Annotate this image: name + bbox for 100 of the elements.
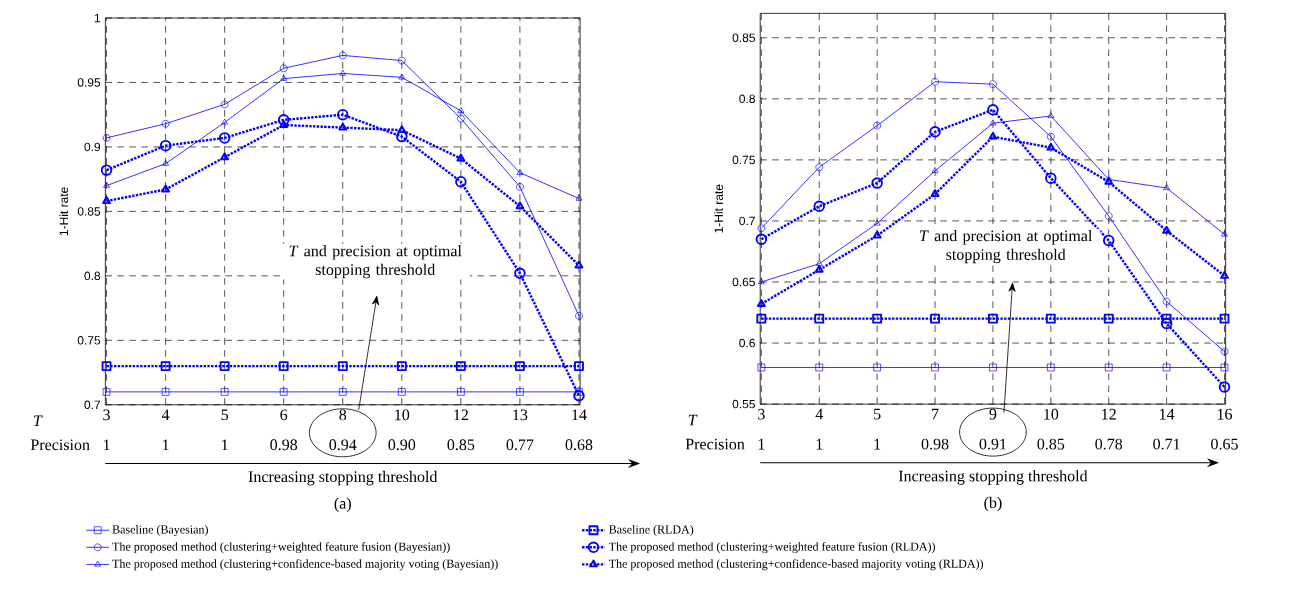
point xyxy=(279,64,288,72)
point xyxy=(813,200,825,212)
point xyxy=(757,363,766,372)
x-tick-label: 8 xyxy=(339,409,347,421)
point xyxy=(871,177,883,189)
y-tick-label: 0.6 xyxy=(739,338,755,348)
point xyxy=(815,259,823,266)
point xyxy=(516,387,524,396)
point xyxy=(278,360,289,371)
point xyxy=(516,182,524,191)
point xyxy=(456,153,466,162)
x-tick-label: 10 xyxy=(395,409,410,421)
point xyxy=(1161,313,1172,324)
point xyxy=(218,131,231,144)
y-tick-label: 1 xyxy=(94,13,101,22)
point xyxy=(100,164,113,176)
point xyxy=(455,360,466,371)
point xyxy=(277,113,290,126)
point xyxy=(515,201,525,209)
point xyxy=(338,51,347,59)
point xyxy=(575,311,583,320)
point xyxy=(102,387,111,396)
point xyxy=(516,168,524,175)
point xyxy=(1160,317,1173,330)
point xyxy=(1047,111,1055,118)
y-tick-label: 0.65 xyxy=(732,277,755,287)
text: 0.77 xyxy=(506,439,534,450)
y-tick-label: 0.75 xyxy=(732,155,755,164)
point xyxy=(160,360,171,371)
point xyxy=(161,119,170,128)
point xyxy=(575,194,583,201)
x-tick-label: 10 xyxy=(1044,408,1059,420)
legend-label: The proposed method (clustering+confidence-based majority voting (RLDA)) xyxy=(608,558,983,570)
point xyxy=(102,195,111,204)
point xyxy=(1105,175,1113,182)
point xyxy=(989,80,997,88)
point xyxy=(755,233,768,245)
x-tick-label: 5 xyxy=(221,409,229,420)
point xyxy=(219,360,230,371)
legend-label: Baseline (Bayesian) xyxy=(112,524,208,536)
point xyxy=(280,74,288,81)
point xyxy=(457,106,465,113)
x-tick-label: 12 xyxy=(454,409,468,420)
x-tick-label: 4 xyxy=(161,409,170,420)
text: 1 xyxy=(816,438,823,450)
x-tick-label: 4 xyxy=(815,408,824,420)
point xyxy=(815,163,824,171)
point xyxy=(338,387,347,396)
point xyxy=(1104,363,1113,372)
x-tick-label: 9 xyxy=(989,408,997,420)
point xyxy=(931,363,939,372)
point xyxy=(514,267,526,279)
x-tick-label: 3 xyxy=(758,408,765,420)
point xyxy=(1221,230,1228,237)
point xyxy=(162,159,169,166)
x-tick-label: 13 xyxy=(513,409,528,420)
point xyxy=(514,360,525,371)
legend-label: The proposed method (clustering+confidence-based majority voting (Bayesian)) xyxy=(112,558,498,570)
legend-label: The proposed method (clustering+weighted feature fusion (Bayesian)) xyxy=(112,541,450,553)
y-tick-label: 0.8 xyxy=(84,271,101,280)
point xyxy=(815,363,824,372)
text: Precision xyxy=(685,438,745,450)
point xyxy=(989,119,997,126)
text: 0.98 xyxy=(921,438,949,450)
point xyxy=(221,118,228,125)
text: 0.65 xyxy=(1211,438,1238,450)
annotation: T and precision at optimal stopping threshold xyxy=(289,244,462,279)
point xyxy=(337,108,349,121)
text: 1 xyxy=(103,439,110,450)
point xyxy=(931,166,939,173)
point xyxy=(873,363,881,372)
point xyxy=(573,389,585,402)
point xyxy=(988,131,998,140)
point xyxy=(1103,313,1114,324)
y-tick-label: 0.85 xyxy=(77,206,101,216)
point xyxy=(814,264,824,273)
point xyxy=(1220,347,1229,356)
x-axis-title: Increasing stopping threshold xyxy=(898,469,1088,485)
point xyxy=(220,100,229,108)
point xyxy=(338,122,348,131)
text: 0.91 xyxy=(979,438,1006,450)
point xyxy=(1220,363,1229,372)
point xyxy=(1045,172,1057,184)
text: 0.85 xyxy=(1037,438,1065,450)
y-tick-label: 0.95 xyxy=(77,77,101,87)
point xyxy=(757,224,766,232)
point xyxy=(101,360,112,371)
y-tick-label: 0.9 xyxy=(84,142,101,151)
point xyxy=(1047,132,1055,141)
point xyxy=(1102,234,1115,246)
y-tick-label: 0.55 xyxy=(732,399,755,409)
point xyxy=(929,125,941,138)
point xyxy=(457,114,465,123)
x-tick-label: 6 xyxy=(280,409,288,420)
point xyxy=(758,277,765,284)
point xyxy=(872,313,883,324)
point xyxy=(159,139,172,152)
text: (a) xyxy=(334,497,351,512)
point xyxy=(1218,381,1231,393)
text: Precision xyxy=(30,439,90,450)
